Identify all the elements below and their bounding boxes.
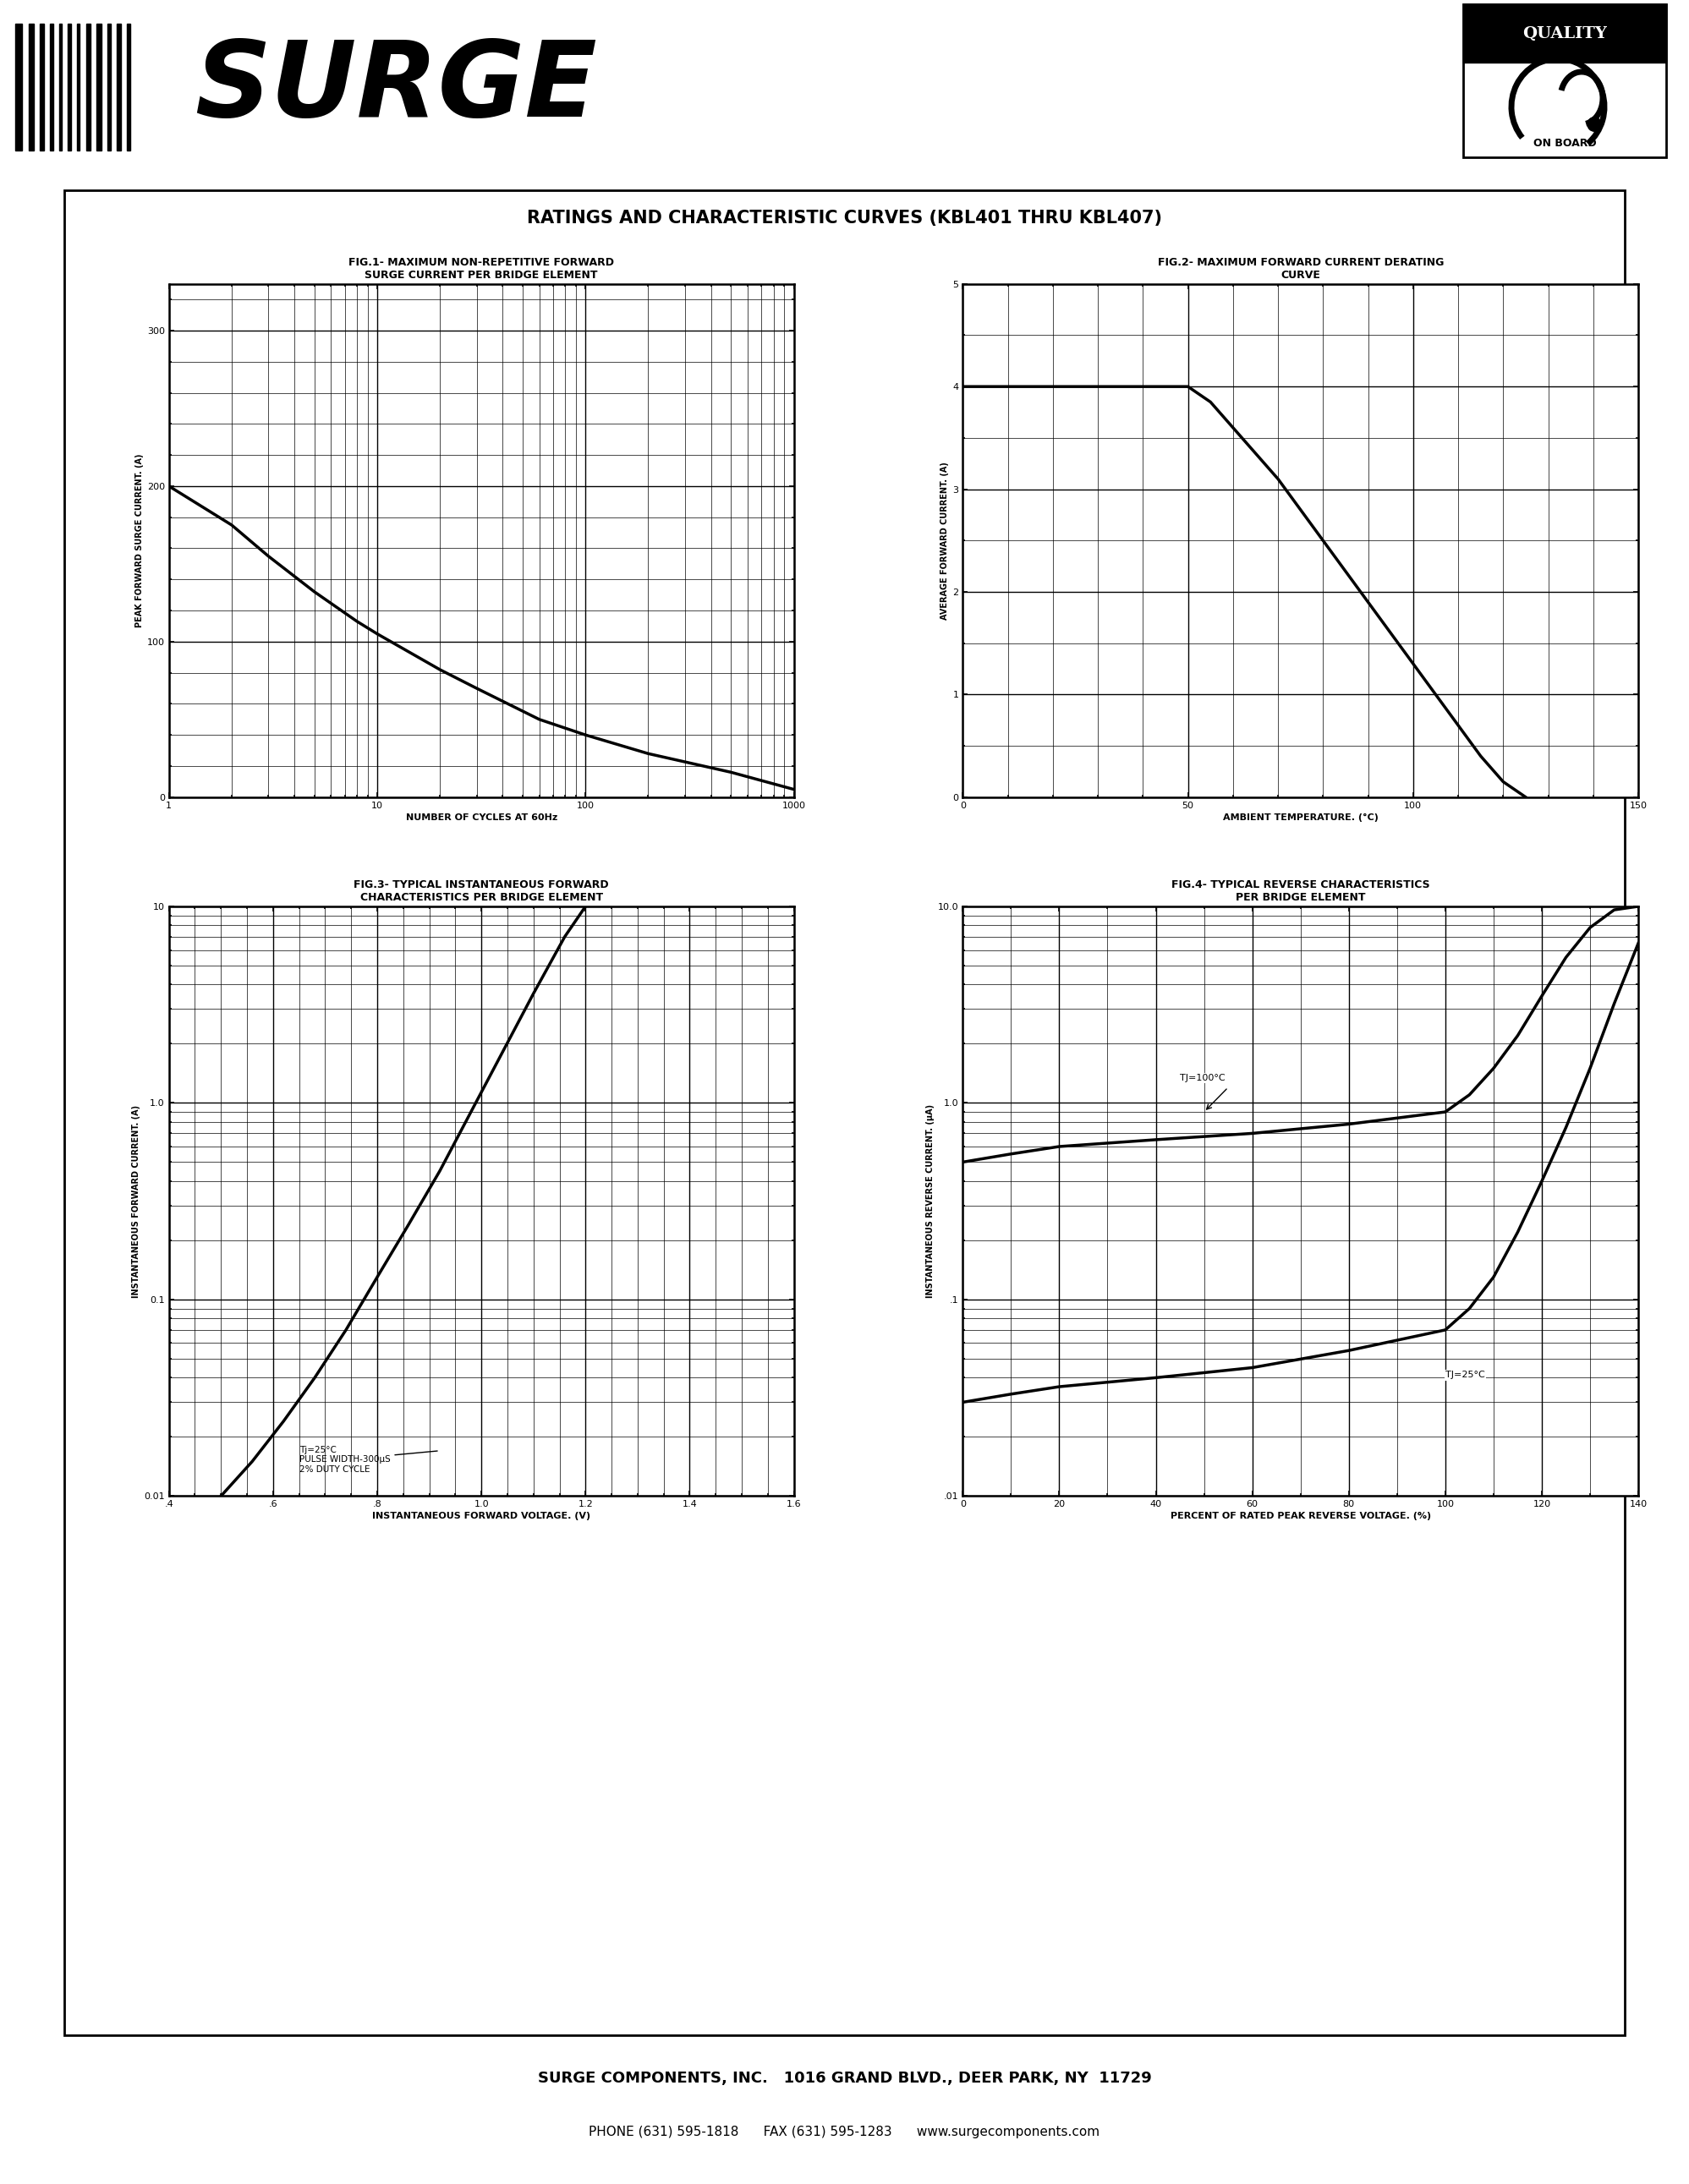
Bar bbox=[51, 24, 54, 151]
Text: RATINGS AND CHARACTERISTIC CURVES (KBL401 THRU KBL407): RATINGS AND CHARACTERISTIC CURVES (KBL40… bbox=[527, 210, 1162, 227]
Circle shape bbox=[1588, 118, 1601, 131]
Bar bbox=[41, 24, 44, 151]
X-axis label: AMBIENT TEMPERATURE. (°C): AMBIENT TEMPERATURE. (°C) bbox=[1223, 812, 1378, 821]
Y-axis label: INSTANTANEOUS REVERSE CURRENT. (μA): INSTANTANEOUS REVERSE CURRENT. (μA) bbox=[926, 1105, 934, 1297]
Text: Tj=25°C
PULSE WIDTH-300μS
2% DUTY CYCLE: Tj=25°C PULSE WIDTH-300μS 2% DUTY CYCLE bbox=[299, 1446, 437, 1474]
Title: FIG.3- TYPICAL INSTANTANEOUS FORWARD
CHARACTERISTICS PER BRIDGE ELEMENT: FIG.3- TYPICAL INSTANTANEOUS FORWARD CHA… bbox=[353, 880, 610, 902]
Text: PHONE (631) 595-1818      FAX (631) 595-1283      www.surgecomponents.com: PHONE (631) 595-1818 FAX (631) 595-1283 … bbox=[589, 2125, 1100, 2138]
Title: FIG.2- MAXIMUM FORWARD CURRENT DERATING
CURVE: FIG.2- MAXIMUM FORWARD CURRENT DERATING … bbox=[1157, 258, 1444, 280]
Bar bbox=[15, 24, 22, 151]
Y-axis label: PEAK FORWARD SURGE CURRENT. (A): PEAK FORWARD SURGE CURRENT. (A) bbox=[135, 454, 144, 627]
Bar bbox=[96, 24, 101, 151]
Bar bbox=[59, 24, 62, 151]
Bar bbox=[117, 24, 122, 151]
Bar bbox=[1463, 4, 1665, 63]
Bar bbox=[108, 24, 111, 151]
Bar bbox=[86, 24, 91, 151]
X-axis label: INSTANTANEOUS FORWARD VOLTAGE. (V): INSTANTANEOUS FORWARD VOLTAGE. (V) bbox=[372, 1511, 591, 1520]
Bar bbox=[127, 24, 130, 151]
Title: FIG.4- TYPICAL REVERSE CHARACTERISTICS
PER BRIDGE ELEMENT: FIG.4- TYPICAL REVERSE CHARACTERISTICS P… bbox=[1170, 880, 1431, 902]
Text: TJ=25°C: TJ=25°C bbox=[1446, 1372, 1485, 1380]
Bar bbox=[68, 24, 71, 151]
X-axis label: PERCENT OF RATED PEAK REVERSE VOLTAGE. (%): PERCENT OF RATED PEAK REVERSE VOLTAGE. (… bbox=[1170, 1511, 1431, 1520]
Y-axis label: AVERAGE FORWARD CURRENT. (A): AVERAGE FORWARD CURRENT. (A) bbox=[941, 461, 949, 620]
Text: SURGE COMPONENTS, INC.   1016 GRAND BLVD., DEER PARK, NY  11729: SURGE COMPONENTS, INC. 1016 GRAND BLVD.,… bbox=[537, 2070, 1152, 2086]
Bar bbox=[78, 24, 79, 151]
Text: ON BOARD: ON BOARD bbox=[1534, 138, 1596, 149]
Text: TJ=100°C: TJ=100°C bbox=[1181, 1075, 1225, 1083]
Bar bbox=[29, 24, 34, 151]
Title: FIG.1- MAXIMUM NON-REPETITIVE FORWARD
SURGE CURRENT PER BRIDGE ELEMENT: FIG.1- MAXIMUM NON-REPETITIVE FORWARD SU… bbox=[348, 258, 615, 280]
Text: SURGE: SURGE bbox=[194, 37, 596, 138]
Y-axis label: INSTANTANEOUS FORWARD CURRENT. (A): INSTANTANEOUS FORWARD CURRENT. (A) bbox=[132, 1105, 140, 1297]
Text: QUALITY: QUALITY bbox=[1522, 26, 1606, 41]
Bar bbox=[1463, 4, 1665, 157]
X-axis label: NUMBER OF CYCLES AT 60Hz: NUMBER OF CYCLES AT 60Hz bbox=[405, 812, 557, 821]
